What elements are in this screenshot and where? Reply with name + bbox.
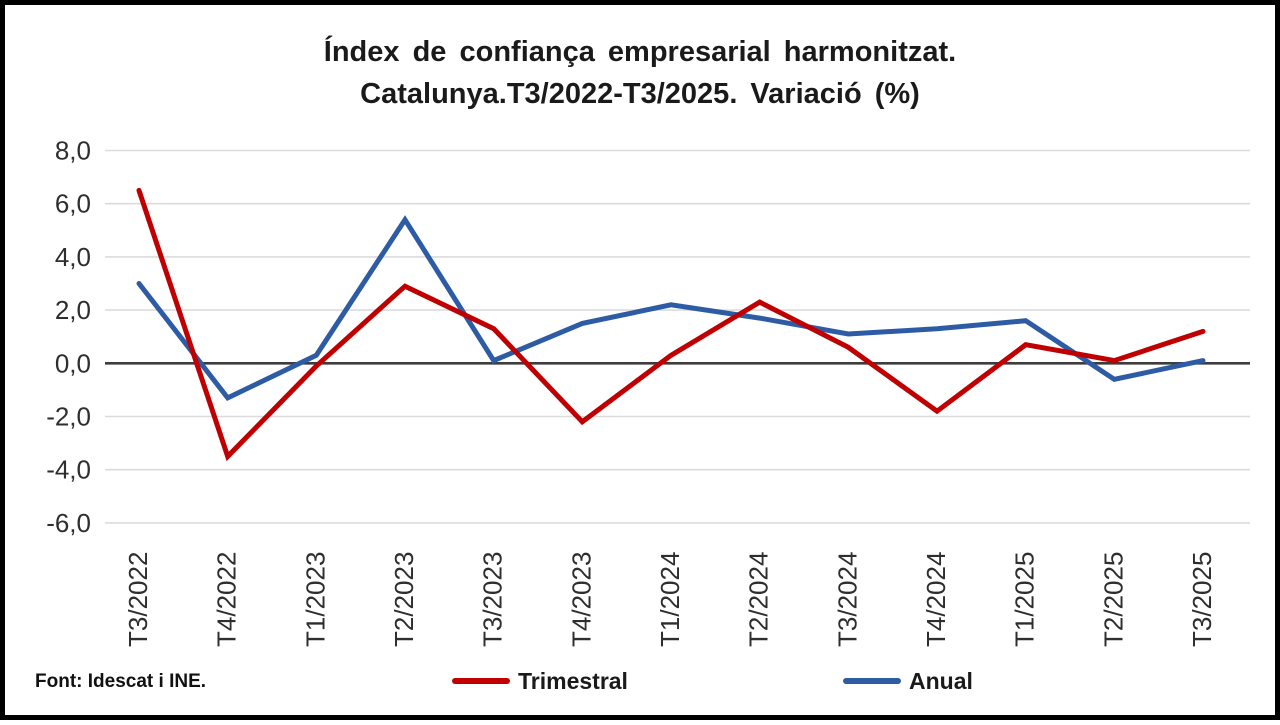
y-axis-tick-label: 8,0	[55, 136, 91, 166]
y-axis-tick-label: 2,0	[55, 295, 91, 325]
chart-title-line-1: Índex de confiança empresarial harmonitz…	[323, 36, 957, 68]
legend-item-trimestral: Trimestral	[452, 665, 628, 697]
y-axis-tick-label: 0,0	[55, 348, 91, 378]
source-note: Font: Idescat i INE.	[35, 671, 207, 692]
y-axis-tick-label: -6,0	[46, 508, 91, 538]
trimestral-line-swatch	[452, 678, 510, 684]
x-axis-tick-label: T4/2023	[566, 552, 596, 647]
x-axis-tick-label: T1/2024	[655, 552, 685, 647]
x-axis-tick-label: T3/2023	[478, 552, 508, 647]
chart-legend: Trimestral Anual	[5, 665, 1275, 697]
x-axis-tick-label: T1/2025	[1010, 552, 1040, 647]
chart-title-line-2: Catalunya.T3/2022-T3/2025. Variació (%)	[360, 78, 920, 110]
x-axis-tick-label: T2/2023	[389, 552, 419, 647]
y-axis-tick-label: -2,0	[46, 402, 91, 432]
legend-label-trimestral: Trimestral	[518, 667, 628, 694]
y-axis-tick-label: 4,0	[55, 242, 91, 272]
x-axis-tick-label: T4/2022	[212, 552, 242, 647]
series-line-anual	[136, 215, 1206, 402]
x-axis-tick-label: T1/2023	[300, 552, 330, 647]
chart-canvas: 8,0 6,0 4,0 2,0 0,0 -2,0 -4,0 -6,0 T3/2022 T4/202…	[46, 136, 1250, 647]
x-axis-tick-label: T2/2025	[1098, 552, 1128, 647]
x-axis-tick-label: T3/2024	[832, 552, 862, 647]
y-axis-tick-label: -4,0	[46, 455, 91, 485]
x-axis-tick-label: T3/2025	[1187, 552, 1217, 647]
anual-line-swatch	[843, 678, 901, 684]
x-axis-tick-label: T2/2024	[744, 552, 774, 647]
series-line-trimestral	[136, 187, 1206, 462]
y-axis-tick-label: 6,0	[55, 189, 91, 219]
legend-item-anual: Anual	[843, 665, 973, 697]
chart-title: Índex de confiança empresarial harmonitz…	[5, 31, 1275, 115]
x-axis-tick-label: T4/2024	[921, 552, 951, 647]
legend-label-anual: Anual	[909, 667, 973, 694]
x-axis-tick-label: T3/2022	[123, 552, 153, 647]
